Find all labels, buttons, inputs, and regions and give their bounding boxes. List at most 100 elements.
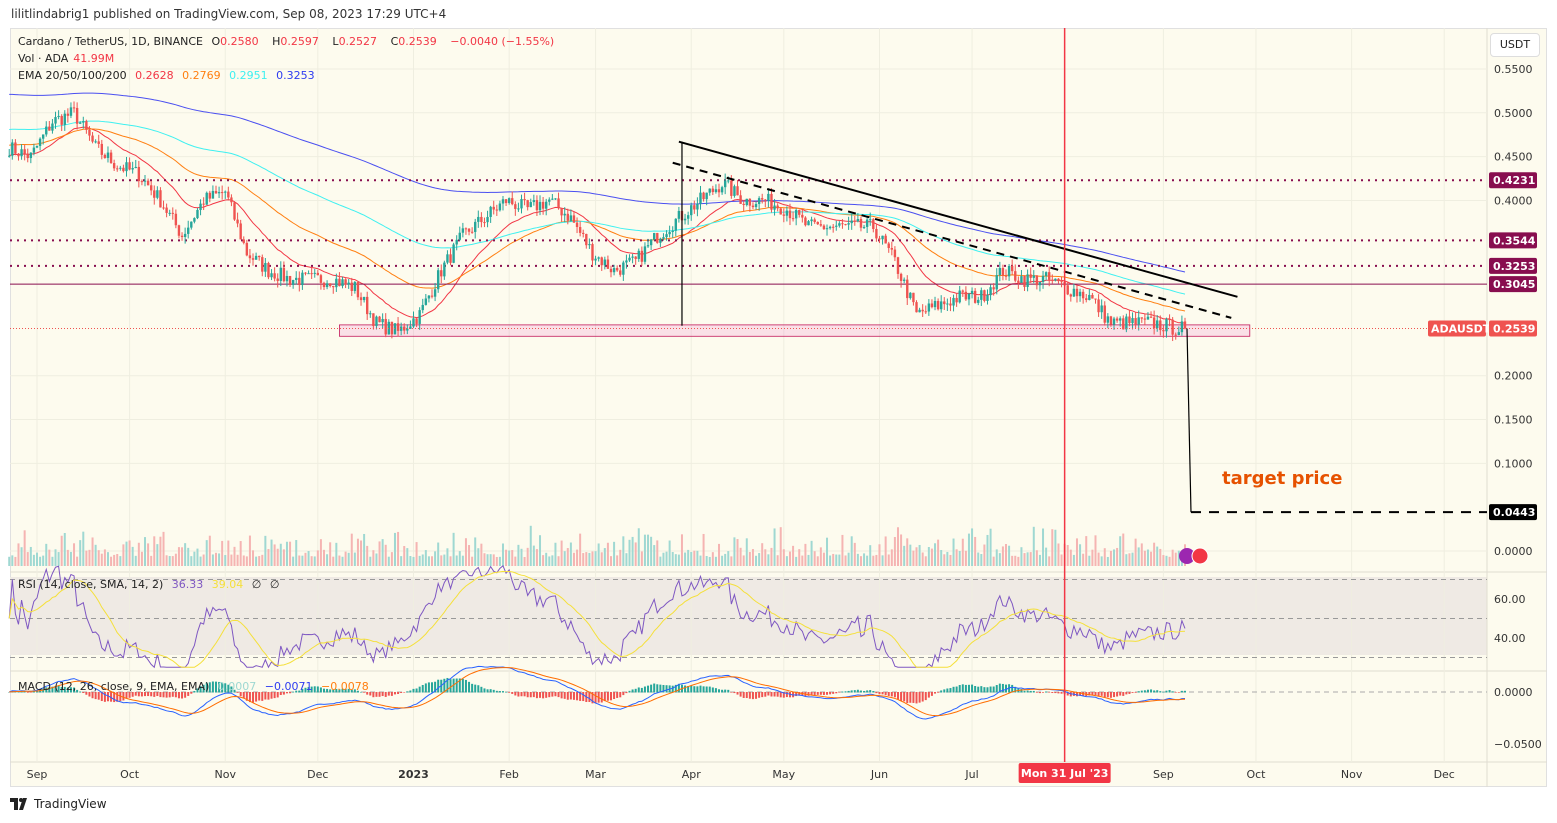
macd-histogram-bar <box>403 692 406 693</box>
macd-histogram-bar <box>193 691 196 693</box>
symbol-title[interactable]: Cardano / TetherUS, 1D, BINANCE <box>18 35 203 48</box>
target-price-label: 0.0443 <box>1493 506 1535 519</box>
candle-body <box>1131 318 1134 324</box>
macd-histogram-bar <box>110 692 113 702</box>
currency-button[interactable]: USDT <box>1490 33 1540 57</box>
volume-bar <box>443 554 446 566</box>
volume-bar <box>153 536 156 566</box>
volume-bar <box>150 555 153 566</box>
candle-body <box>109 152 113 164</box>
volume-bar <box>168 556 171 566</box>
candle-body <box>211 190 215 199</box>
volume-bar <box>137 542 140 566</box>
lightning-icon[interactable] <box>1179 548 1195 564</box>
volume-bar <box>616 555 619 566</box>
rsi-label[interactable]: RSI (14, close, SMA, 14, 2) <box>18 578 164 591</box>
candle-body <box>683 218 687 221</box>
macd-histogram-bar <box>613 692 616 700</box>
macd-histogram-bar <box>301 688 304 693</box>
volume-bar <box>292 556 295 566</box>
macd-histogram-bar <box>832 692 835 694</box>
macd-histogram-bar <box>563 692 566 699</box>
volume-bar <box>14 556 17 566</box>
candle-body <box>788 210 792 219</box>
volume-bar <box>622 536 625 566</box>
candle-body <box>838 223 841 226</box>
candle-body <box>1091 294 1094 299</box>
macd-histogram-bar <box>816 692 819 695</box>
volume-bar <box>721 555 724 566</box>
us-flag-event-icon[interactable] <box>1191 547 1209 565</box>
candle-body <box>310 273 313 275</box>
candle-body <box>677 210 681 219</box>
crosshair-date-tag <box>1018 763 1111 783</box>
tradingview-branding[interactable]: TradingView <box>10 797 107 811</box>
support-zone[interactable] <box>339 324 1251 337</box>
candle-body <box>739 195 742 204</box>
volume-bar <box>221 540 224 566</box>
macd-histogram-bar <box>363 692 366 693</box>
macd-histogram-bar <box>637 687 640 693</box>
macd-histogram-bar <box>508 692 511 693</box>
macd-histogram-bar <box>1001 683 1004 693</box>
macd-histogram-bar <box>1032 690 1035 693</box>
macd-histogram-bar <box>893 692 896 698</box>
target-projection-line[interactable] <box>1186 328 1192 513</box>
candle-body <box>1078 291 1082 297</box>
candle-body <box>202 203 205 205</box>
volume-label[interactable]: Vol · ADA <box>18 52 69 65</box>
macd-histogram-bar <box>761 692 764 698</box>
candle-body <box>958 290 961 303</box>
ema-label[interactable]: EMA 20/50/100/200 <box>18 69 127 82</box>
volume-bar <box>350 533 353 566</box>
trendline-solid[interactable] <box>678 140 1238 298</box>
macd-histogram-bar <box>347 688 350 693</box>
volume-bar <box>582 553 585 566</box>
macd-histogram-bar <box>946 688 949 693</box>
volume-bar <box>718 543 721 566</box>
candle-body <box>924 311 927 313</box>
macd-histogram-bar <box>230 686 233 693</box>
candle-body <box>992 287 995 290</box>
price-tick-label: 0.0000 <box>1494 545 1533 558</box>
candle-body <box>362 296 366 301</box>
volume-bar <box>196 548 199 566</box>
macd-histogram-bar <box>233 689 236 693</box>
macd-histogram-bar <box>949 688 952 693</box>
volume-bar <box>295 540 298 566</box>
volume-bar <box>1153 542 1156 566</box>
candle-body <box>902 279 906 281</box>
macd-histogram-bar <box>221 682 224 693</box>
volume-bar <box>588 552 591 566</box>
candle-body <box>523 199 526 201</box>
candle-body <box>187 227 190 234</box>
macd-histogram-bar <box>625 692 628 694</box>
volume-bar <box>455 555 458 566</box>
candle-body <box>1100 305 1103 313</box>
candle-body <box>850 220 853 224</box>
candle-body <box>723 180 727 188</box>
candle-body <box>794 210 798 219</box>
macd-histogram-bar <box>360 691 363 693</box>
candle-body <box>461 228 465 233</box>
candle-body <box>335 278 338 288</box>
macd-histogram-bar <box>952 686 955 693</box>
trendline-dashed[interactable] <box>672 161 1232 319</box>
candle-body <box>489 206 492 217</box>
volume-bar <box>304 552 307 566</box>
candle-body <box>1075 288 1079 297</box>
candle-body <box>1183 321 1187 329</box>
macd-histogram-bar <box>279 692 282 696</box>
volume-bar <box>1119 536 1122 566</box>
macd-histogram-bar <box>205 682 208 693</box>
volume-bar <box>171 556 174 566</box>
macd-histogram-bar <box>181 692 184 699</box>
volume-bar <box>924 556 927 566</box>
candle-body <box>612 268 616 273</box>
candle-body <box>566 213 569 221</box>
macd-histogram-bar <box>421 684 424 693</box>
macd-label[interactable]: MACD (12, 26, close, 9, EMA, EMA) <box>18 680 210 693</box>
macd-histogram-bar <box>66 687 69 693</box>
candle-body <box>646 245 650 247</box>
